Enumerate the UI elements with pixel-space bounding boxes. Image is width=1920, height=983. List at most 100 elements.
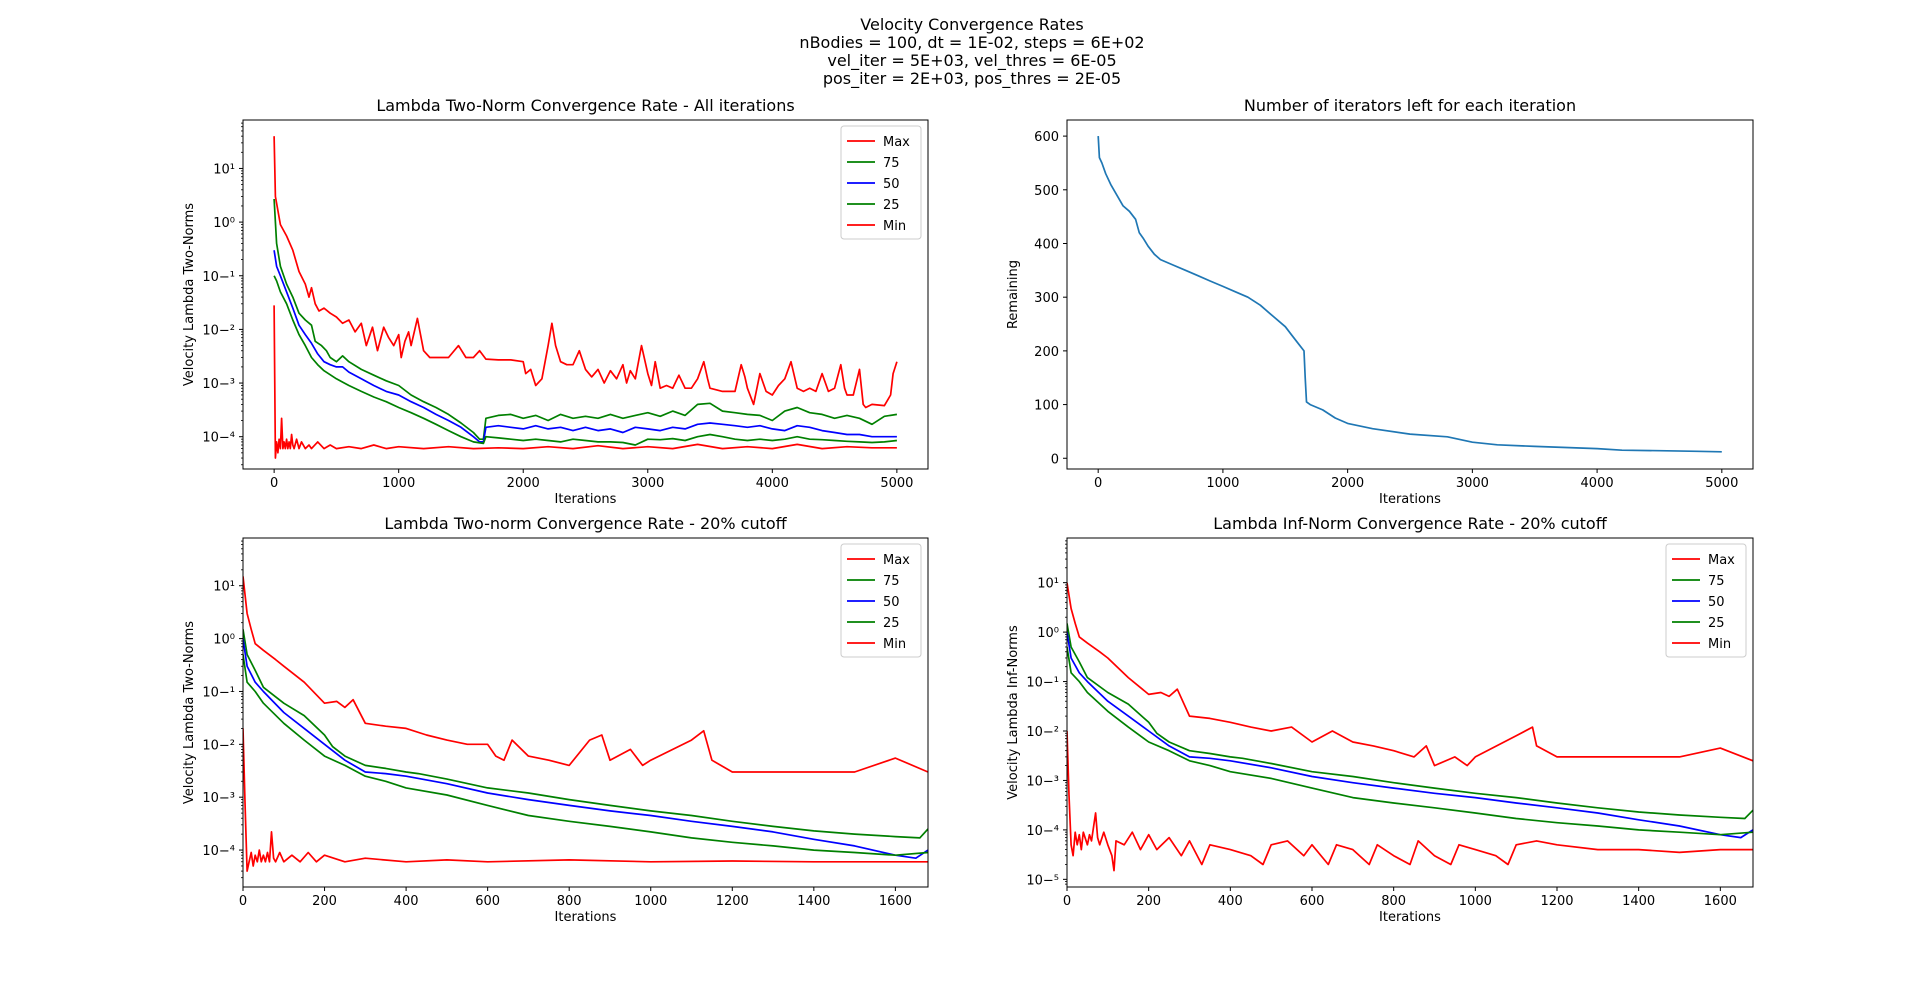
y-tick-label: 10−⁴	[1026, 824, 1059, 839]
x-axis-label-remaining: Iterations	[1379, 492, 1441, 507]
x-tick-label: 1000	[1459, 894, 1492, 909]
y-axis-label-cutoff-two: Velocity Lambda Two-Norms	[182, 621, 197, 804]
chart-title-all: Lambda Two-Norm Convergence Rate - All i…	[376, 96, 794, 115]
series-line-remaining-remaining	[1097, 136, 1722, 453]
x-tick-label: 200	[312, 894, 337, 909]
y-tick-label: 10−²	[202, 738, 235, 753]
x-tick-label: 0	[239, 894, 247, 909]
series-line-50-cutoff-two	[243, 638, 928, 860]
y-tick-label: 500	[1034, 184, 1059, 199]
series-line-25-cutoff-two	[243, 654, 928, 857]
series-group-cutoff-two	[243, 576, 928, 872]
y-tick-label: 10−³	[202, 791, 235, 806]
x-tick-label: 600	[1300, 894, 1325, 909]
series-line-50-all	[273, 250, 897, 443]
series-line-50-cutoff-inf	[1067, 631, 1753, 839]
legend-all: Max 75 50 25 Min	[840, 125, 922, 240]
x-tick-label: 1000	[382, 476, 415, 491]
y-axis-label-all: Velocity Lambda Two-Norms	[182, 203, 197, 386]
subplot-two-norm-cutoff: Lambda Two-norm Convergence Rate - 20% c…	[182, 514, 929, 925]
chart-title-remaining: Number of iterators left for each iterat…	[1244, 96, 1576, 115]
x-tick-label: 800	[1381, 894, 1406, 909]
x-axis-label-all: Iterations	[555, 492, 617, 507]
subplot-remaining: Number of iterators left for each iterat…	[1006, 96, 1754, 507]
subplot-inf-norm-cutoff: Lambda Inf-Norm Convergence Rate - 20% c…	[1006, 514, 1754, 925]
x-tick-label: 3000	[631, 476, 664, 491]
x-tick-label: 400	[394, 894, 419, 909]
x-tick-label: 600	[475, 894, 500, 909]
suptitle-line-3: vel_iter = 5E+03, vel_thres = 6E-05	[827, 51, 1116, 71]
suptitle-line-2: nBodies = 100, dt = 1E-02, steps = 6E+02	[799, 33, 1144, 52]
series-line-min-cutoff-inf	[1067, 730, 1753, 872]
series-line-min-all	[273, 305, 897, 459]
y-tick-label: 10−¹	[202, 270, 235, 285]
x-tick-label: 1600	[1704, 894, 1737, 909]
y-tick-label: 10¹	[1037, 577, 1059, 592]
series-group-remaining	[1097, 136, 1722, 453]
legend-label-25: 25	[1708, 616, 1725, 631]
legend-box	[840, 125, 922, 240]
y-tick-label: 10−⁴	[202, 431, 235, 446]
series-line-25-cutoff-inf	[1067, 646, 1753, 836]
series-line-75-cutoff-two	[243, 629, 928, 839]
legend-label-50: 50	[883, 177, 900, 192]
legend-label-max: Max	[883, 553, 910, 568]
y-axis-label-remaining: Remaining	[1006, 260, 1021, 329]
y-tick-label: 10−³	[1026, 774, 1059, 789]
x-axis-label-cutoff-two: Iterations	[555, 910, 617, 925]
x-tick-label: 1000	[634, 894, 667, 909]
plot-frame-cutoff-inf	[1066, 537, 1754, 888]
figure-suptitle: Velocity Convergence Rates nBodies = 100…	[799, 15, 1144, 89]
y-tick-label: 10−⁴	[202, 844, 235, 859]
x-tick-label: 1200	[1540, 894, 1573, 909]
y-tick-label: 10¹	[213, 580, 235, 595]
x-tick-label: 5000	[880, 476, 913, 491]
x-tick-label: 3000	[1456, 476, 1489, 491]
y-tick-label: 0	[1051, 452, 1059, 467]
legend-label-min: Min	[883, 219, 906, 234]
series-group-cutoff-inf	[1067, 582, 1753, 872]
x-tick-label: 0	[1094, 476, 1102, 491]
x-tick-label: 1400	[797, 894, 830, 909]
y-tick-label: 10⁰	[213, 633, 235, 648]
series-line-max-cutoff-two	[243, 576, 928, 773]
legend-label-min: Min	[883, 637, 906, 652]
y-axis-label-cutoff-inf: Velocity Lambda Inf-Norms	[1006, 625, 1021, 800]
series-group-all	[273, 136, 898, 459]
legend-label-max: Max	[883, 135, 910, 150]
suptitle-line-1: Velocity Convergence Rates	[860, 15, 1083, 34]
x-tick-label: 5000	[1705, 476, 1738, 491]
y-tick-label: 10−²	[202, 323, 235, 338]
legend-label-25: 25	[883, 198, 900, 213]
legend-label-75: 75	[1708, 574, 1725, 589]
y-tick-label: 10−³	[202, 377, 235, 392]
x-tick-label: 800	[557, 894, 582, 909]
x-tick-label: 200	[1136, 894, 1161, 909]
series-line-min-cutoff-two	[243, 728, 928, 872]
x-tick-label: 4000	[1581, 476, 1614, 491]
series-line-75-all	[273, 198, 898, 441]
y-tick-label: 600	[1034, 130, 1059, 145]
plot-frame-remaining	[1066, 119, 1754, 470]
legend-box	[1665, 543, 1747, 658]
series-line-75-cutoff-inf	[1067, 623, 1753, 820]
legend-label-min: Min	[1708, 637, 1731, 652]
subplot-two-norm-all: Lambda Two-Norm Convergence Rate - All i…	[182, 96, 929, 507]
legend-label-50: 50	[883, 595, 900, 610]
series-line-max-all	[273, 136, 898, 409]
x-tick-label: 400	[1218, 894, 1243, 909]
x-axis-label-cutoff-inf: Iterations	[1379, 910, 1441, 925]
plot-frame-all	[242, 119, 929, 470]
y-tick-label: 10−¹	[202, 685, 235, 700]
y-tick-label: 100	[1034, 399, 1059, 414]
x-tick-label: 2000	[507, 476, 540, 491]
legend-cutoff-two: Max 75 50 25 Min	[840, 543, 922, 658]
x-tick-label: 0	[270, 476, 278, 491]
y-tick-label: 10−¹	[1026, 676, 1059, 691]
x-tick-label: 1000	[1206, 476, 1239, 491]
legend-label-max: Max	[1708, 553, 1735, 568]
y-tick-label: 10⁰	[1037, 626, 1059, 641]
y-tick-label: 400	[1034, 237, 1059, 252]
chart-title-cutoff-two: Lambda Two-norm Convergence Rate - 20% c…	[384, 514, 787, 533]
